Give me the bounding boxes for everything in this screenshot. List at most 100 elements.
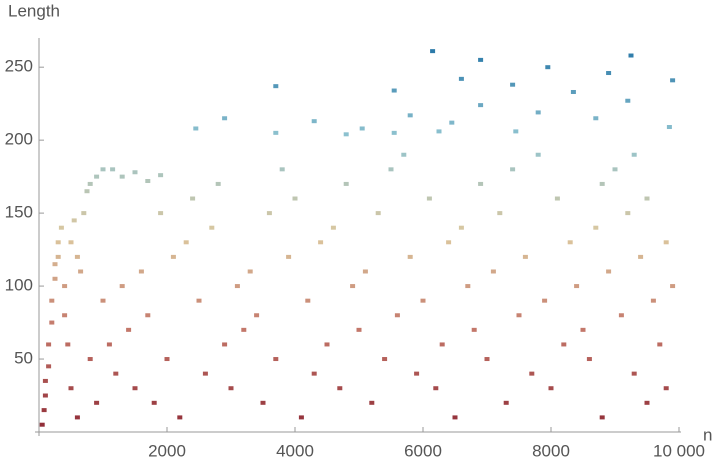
point xyxy=(87,181,93,186)
point xyxy=(407,254,413,259)
point xyxy=(561,342,567,347)
x-tick-label: 6000 xyxy=(404,441,442,460)
point xyxy=(663,386,669,391)
point xyxy=(228,386,234,391)
point xyxy=(343,132,349,137)
point xyxy=(58,225,64,230)
x-axis-label: n xyxy=(703,425,712,444)
point xyxy=(580,327,586,332)
point xyxy=(138,269,144,274)
point xyxy=(631,371,637,376)
point xyxy=(414,371,420,376)
x-tick-label: 10 000 xyxy=(653,441,705,460)
point xyxy=(554,196,560,201)
point xyxy=(106,342,112,347)
point xyxy=(65,342,71,347)
point xyxy=(119,284,125,289)
point xyxy=(49,298,55,303)
y-axis-label: Length xyxy=(8,1,60,20)
x-tick-label: 4000 xyxy=(276,441,314,460)
point xyxy=(311,371,317,376)
point xyxy=(574,284,580,289)
y-tick-label: 250 xyxy=(5,57,33,76)
point xyxy=(126,327,132,332)
point xyxy=(535,152,541,157)
point xyxy=(202,371,208,376)
point xyxy=(62,284,68,289)
point xyxy=(458,76,464,81)
point xyxy=(164,357,170,362)
point xyxy=(110,167,116,172)
point xyxy=(599,181,605,186)
point xyxy=(420,298,426,303)
point xyxy=(145,179,151,184)
point xyxy=(193,126,199,131)
point xyxy=(222,116,228,121)
point xyxy=(606,269,612,274)
point xyxy=(618,313,624,318)
point xyxy=(343,181,349,186)
x-tick-label: 2000 xyxy=(148,441,186,460)
point xyxy=(644,400,650,405)
point xyxy=(663,240,669,245)
point xyxy=(94,174,100,179)
point xyxy=(42,378,48,383)
point xyxy=(362,269,368,274)
point xyxy=(478,57,484,62)
point xyxy=(458,225,464,230)
point xyxy=(628,53,634,58)
y-tick-label: 200 xyxy=(5,130,33,149)
point xyxy=(84,189,90,194)
point xyxy=(234,284,240,289)
point xyxy=(42,393,48,398)
point xyxy=(158,211,164,216)
point xyxy=(593,225,599,230)
point xyxy=(657,342,663,347)
point xyxy=(625,211,631,216)
point xyxy=(446,240,452,245)
point xyxy=(119,174,125,179)
point xyxy=(433,386,439,391)
point xyxy=(324,342,330,347)
point xyxy=(545,65,551,70)
point xyxy=(548,386,554,391)
point xyxy=(132,170,138,175)
point xyxy=(311,119,317,124)
point xyxy=(350,284,356,289)
point xyxy=(196,298,202,303)
point xyxy=(247,269,253,274)
point xyxy=(516,313,522,318)
point xyxy=(612,167,618,172)
point xyxy=(49,320,55,325)
point xyxy=(46,342,52,347)
point xyxy=(39,422,45,427)
point xyxy=(513,129,519,134)
point xyxy=(151,400,157,405)
point xyxy=(465,284,471,289)
point xyxy=(266,211,272,216)
point xyxy=(190,196,196,201)
point xyxy=(222,342,228,347)
x-tick-label: 8000 xyxy=(532,441,570,460)
point xyxy=(471,327,477,332)
point xyxy=(209,225,215,230)
point xyxy=(666,125,672,130)
point xyxy=(670,284,676,289)
point xyxy=(490,269,496,274)
point xyxy=(81,211,87,216)
point xyxy=(497,211,503,216)
point xyxy=(638,254,644,259)
point xyxy=(606,71,612,76)
point xyxy=(330,225,336,230)
point xyxy=(71,218,77,223)
y-tick-label: 100 xyxy=(5,276,33,295)
point xyxy=(132,386,138,391)
point xyxy=(535,110,541,115)
point xyxy=(510,167,516,172)
point xyxy=(388,167,394,172)
point xyxy=(52,262,58,267)
point xyxy=(670,78,676,83)
point xyxy=(529,371,535,376)
point xyxy=(650,298,656,303)
point xyxy=(94,400,100,405)
